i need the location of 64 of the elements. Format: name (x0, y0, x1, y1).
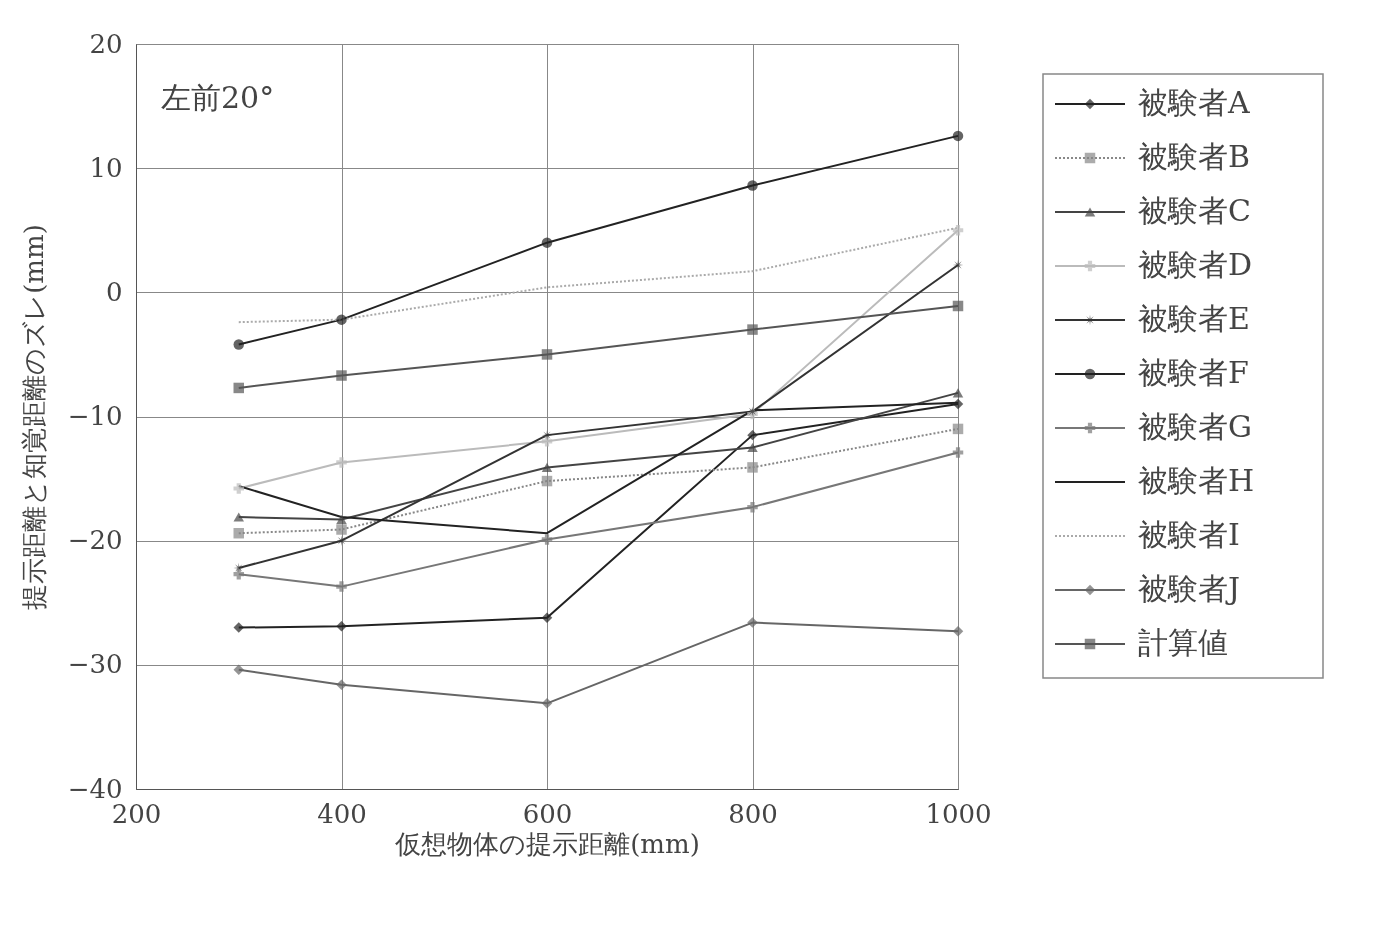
point (233, 527, 244, 539)
legend-label: 被験者H (1138, 463, 1255, 498)
point (747, 617, 758, 628)
y-tick-label: 10 (89, 152, 123, 183)
point (952, 447, 964, 458)
point (233, 622, 244, 633)
legend-label: 被験者C (1138, 193, 1251, 228)
y-tick-label: −20 (67, 525, 123, 556)
point (233, 382, 244, 394)
point (747, 429, 758, 441)
point (541, 534, 553, 545)
point (336, 679, 347, 690)
point (747, 462, 758, 473)
point (233, 512, 244, 522)
point (747, 501, 758, 513)
point (336, 524, 347, 535)
y-tick-label: 20 (89, 28, 123, 59)
legend-label: 被験者E (1138, 301, 1250, 336)
point (952, 388, 964, 398)
point (336, 581, 347, 592)
legend-label: 被験者A (1138, 85, 1250, 120)
point (233, 339, 244, 350)
point (233, 483, 244, 494)
point (541, 475, 553, 487)
point (336, 621, 347, 632)
point (541, 237, 553, 248)
point (336, 314, 347, 325)
point (747, 180, 758, 191)
point (952, 398, 964, 410)
x-tick-label: 800 (728, 798, 778, 829)
point (952, 423, 964, 435)
point (541, 698, 553, 709)
point (336, 535, 347, 546)
point (336, 515, 347, 525)
legend-label: 被験者I (1138, 517, 1240, 552)
y-tick-label: −30 (67, 649, 123, 680)
x-tick-label: 1000 (925, 798, 992, 829)
x-tick-label: 600 (522, 798, 573, 829)
y-tick-label: 0 (105, 276, 123, 307)
point (541, 462, 553, 472)
legend-label: 被験者G (1138, 409, 1252, 444)
point (952, 626, 964, 637)
point (747, 443, 758, 453)
y-tick-label: −10 (67, 401, 123, 431)
point (541, 349, 553, 360)
point (233, 568, 244, 580)
point (541, 612, 553, 623)
point (952, 225, 964, 236)
legend-label: 被験者J (1138, 571, 1241, 606)
legend-label: 被験者F (1138, 355, 1249, 390)
point (541, 436, 553, 447)
legend-label: 被験者B (1138, 139, 1251, 174)
point (336, 370, 347, 381)
x-tick-label: 400 (317, 798, 367, 829)
point (747, 324, 758, 335)
y-axis-title: 提示距離と知覚距離のズレ(mm) (18, 224, 49, 610)
point (952, 300, 964, 312)
legend-label: 計算値 (1138, 625, 1228, 660)
point (336, 457, 347, 468)
point (233, 664, 244, 676)
point (952, 130, 964, 142)
x-axis-title: 仮想物体の提示距離(mm) (394, 828, 700, 859)
legend-label: 被験者D (1138, 247, 1253, 282)
annotation: 左前20° (161, 80, 275, 115)
